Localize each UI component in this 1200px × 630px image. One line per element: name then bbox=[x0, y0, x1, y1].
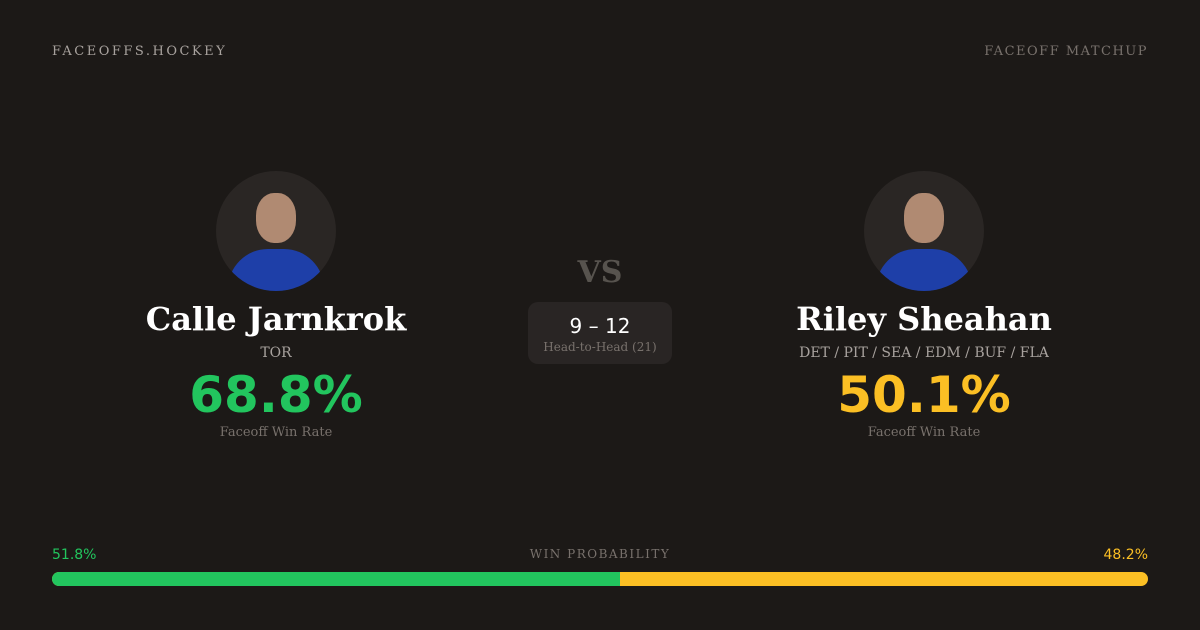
player-name: Riley Sheahan bbox=[796, 300, 1052, 338]
h2h-score: 9 – 12 bbox=[569, 314, 631, 338]
win-prob-left: 51.8% bbox=[52, 547, 97, 563]
faceoff-rate-label: Faceoff Win Rate bbox=[867, 425, 981, 440]
faceoff-rate: 50.1% bbox=[837, 366, 1011, 424]
h2h-label: Head-to-Head (21) bbox=[543, 340, 657, 354]
vs-label: VS bbox=[577, 255, 623, 290]
player-right: Riley Sheahan DET / PIT / SEA / EDM / BU… bbox=[744, 171, 1104, 440]
faceoff-rate-label: Faceoff Win Rate bbox=[219, 425, 333, 440]
brand-logo: FACEOFFS.HOCKEY bbox=[52, 44, 228, 59]
player-team: TOR bbox=[260, 345, 292, 361]
win-prob-right: 48.2% bbox=[1103, 547, 1148, 563]
player-left: Calle Jarnkrok TOR 68.8% Faceoff Win Rat… bbox=[96, 171, 456, 440]
head-to-head-card: 9 – 12 Head-to-Head (21) bbox=[528, 302, 672, 364]
page-tag: FACEOFF MATCHUP bbox=[984, 44, 1148, 59]
faceoff-rate: 68.8% bbox=[189, 366, 363, 424]
player-team: DET / PIT / SEA / EDM / BUF / FLA bbox=[799, 345, 1049, 361]
player-photo bbox=[216, 171, 336, 291]
win-probability-bar bbox=[52, 572, 1148, 586]
win-prob-label: WIN PROBABILITY bbox=[529, 547, 671, 561]
player-photo bbox=[864, 171, 984, 291]
player-name: Calle Jarnkrok bbox=[145, 300, 407, 338]
win-prob-fill-left bbox=[52, 572, 620, 586]
